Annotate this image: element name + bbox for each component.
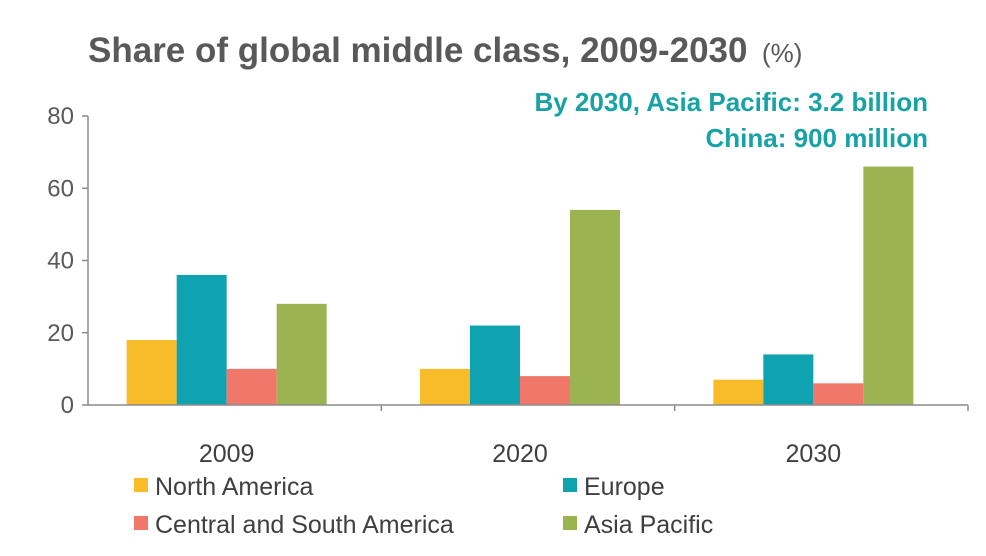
y-tick-label: 0: [61, 392, 74, 419]
legend-label: Asia Pacific: [584, 511, 713, 539]
chart-title: Share of global middle class, 2009-2030 …: [88, 31, 802, 70]
y-tick-label: 40: [47, 248, 74, 275]
bar-asia-pacific-2009: [276, 303, 327, 405]
bar-europe-2030: [763, 354, 814, 405]
legend-label: North America: [155, 473, 313, 501]
legend-swatch: [563, 516, 577, 530]
annotation-line-2: China: 900 million: [706, 123, 929, 153]
legend: North America Europe Central and South Ame…: [134, 473, 713, 539]
bar-north-america-2020: [420, 368, 470, 405]
chart-title-unit: (%): [762, 38, 802, 68]
y-tick-label: 80: [47, 103, 74, 130]
bar-north-america-2030: [713, 379, 764, 405]
legend-swatch: [563, 478, 577, 492]
legend-swatch: [134, 478, 148, 492]
bar-europe-2020: [470, 325, 520, 405]
x-axis: 2009 2020 2030: [88, 404, 969, 468]
bar-asia-pacific-2030: [863, 166, 914, 405]
annotation-line-1: By 2030, Asia Pacific: 3.2 billion: [534, 87, 928, 117]
x-category-label: 2009: [199, 440, 255, 468]
legend-label: Europe: [584, 473, 665, 501]
bar-europe-2009: [176, 274, 227, 405]
chart-title-text: Share of global middle class, 2009-2030: [88, 31, 747, 70]
x-category-label: 2020: [492, 440, 548, 468]
y-tick-label: 20: [47, 320, 74, 347]
y-axis: 0 20 40 60 80: [47, 103, 89, 419]
bar-asia-pacific-2020: [570, 209, 620, 405]
y-tick-label: 60: [47, 175, 74, 202]
bars: [126, 166, 914, 405]
bar-north-america-2009: [126, 339, 177, 405]
legend-label: Central and South America: [155, 511, 454, 539]
x-category-label: 2030: [786, 440, 842, 468]
bar-central-and-south-america-2009: [226, 368, 277, 405]
legend-swatch: [134, 516, 148, 530]
bar-central-and-south-america-2030: [813, 383, 864, 405]
bar-central-and-south-america-2020: [520, 376, 570, 405]
